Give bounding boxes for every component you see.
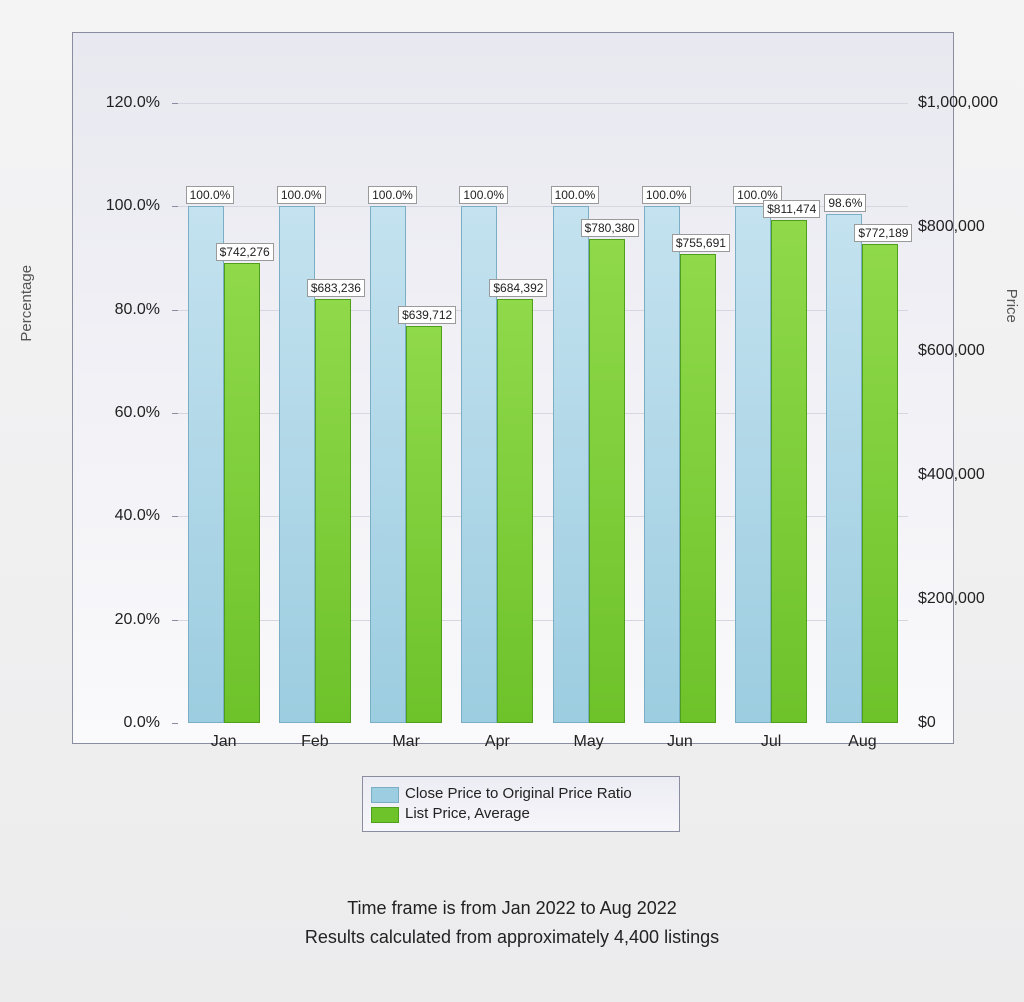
data-label-ratio: 100.0%: [551, 186, 600, 204]
x-tick-label: Feb: [301, 733, 329, 751]
bar-ratio: [370, 206, 406, 723]
tick-mark: [172, 206, 178, 207]
bar-price: [589, 239, 625, 723]
bar-ratio: [553, 206, 589, 723]
data-label-price: $742,276: [216, 243, 274, 261]
tick-mark: [172, 620, 178, 621]
legend-item: Close Price to Original Price Ratio: [371, 785, 671, 803]
caption-line: Results calculated from approximately 4,…: [0, 927, 1024, 948]
data-label-ratio: 100.0%: [368, 186, 417, 204]
legend-label: List Price, Average: [405, 805, 530, 823]
y-left-tick-label: 60.0%: [115, 404, 160, 422]
bar-ratio: [826, 214, 862, 723]
bar-price: [315, 299, 351, 723]
data-label-price: $811,474: [763, 200, 820, 218]
legend-swatch-ratio: [371, 787, 399, 803]
x-tick-label: Aug: [848, 733, 876, 751]
tick-mark: [172, 723, 178, 724]
bar-price: [224, 263, 260, 723]
y-left-tick-label: 100.0%: [106, 197, 160, 215]
tick-mark: [172, 103, 178, 104]
data-label-price: $780,380: [581, 219, 639, 237]
data-label-ratio: 100.0%: [459, 186, 508, 204]
caption-line: Time frame is from Jan 2022 to Aug 2022: [0, 898, 1024, 919]
data-label-ratio: 100.0%: [277, 186, 326, 204]
x-tick-label: Apr: [485, 733, 510, 751]
data-label-price: $683,236: [307, 279, 365, 297]
captions: Time frame is from Jan 2022 to Aug 2022 …: [0, 890, 1024, 956]
bar-price: [680, 254, 716, 723]
y-left-tick-label: 0.0%: [124, 714, 160, 732]
y-left-tick-label: 40.0%: [115, 507, 160, 525]
data-label-ratio: 100.0%: [642, 186, 691, 204]
bar-price: [497, 299, 533, 723]
x-tick-label: Mar: [392, 733, 420, 751]
legend: Close Price to Original Price Ratio List…: [362, 776, 680, 832]
bar-price: [862, 244, 898, 723]
tick-mark: [172, 310, 178, 311]
y-right-tick-label: $400,000: [918, 466, 985, 484]
chart-frame: 0.0%20.0%40.0%60.0%80.0%100.0%120.0%$0$2…: [72, 32, 954, 744]
x-tick-label: Jun: [667, 733, 693, 751]
data-label-price: $684,392: [489, 279, 547, 297]
y-right-tick-label: $600,000: [918, 342, 985, 360]
legend-item: List Price, Average: [371, 805, 671, 823]
y-right-tick-label: $0: [918, 714, 936, 732]
bar-price: [771, 220, 807, 723]
bar-price: [406, 326, 442, 723]
y-left-tick-label: 120.0%: [106, 94, 160, 112]
tick-mark: [172, 516, 178, 517]
legend-swatch-price: [371, 807, 399, 823]
bar-ratio: [188, 206, 224, 723]
y-right-tick-label: $200,000: [918, 590, 985, 608]
legend-label: Close Price to Original Price Ratio: [405, 785, 632, 803]
data-label-price: $755,691: [672, 234, 730, 252]
y-left-tick-label: 80.0%: [115, 301, 160, 319]
data-label-price: $639,712: [398, 306, 456, 324]
data-label-price: $772,189: [854, 224, 912, 242]
x-tick-label: Jul: [761, 733, 781, 751]
x-tick-label: May: [574, 733, 604, 751]
y-right-tick-label: $800,000: [918, 218, 985, 236]
page-root: Percentage Price 0.0%20.0%40.0%60.0%80.0…: [0, 0, 1024, 1002]
bar-ratio: [735, 206, 771, 723]
data-label-ratio: 100.0%: [186, 186, 235, 204]
y-left-tick-label: 20.0%: [115, 611, 160, 629]
bar-ratio: [644, 206, 680, 723]
plot-area: 0.0%20.0%40.0%60.0%80.0%100.0%120.0%$0$2…: [178, 103, 908, 723]
data-label-ratio: 98.6%: [824, 194, 866, 212]
tick-mark: [172, 413, 178, 414]
gridline: [178, 103, 908, 104]
y-right-axis-title: Price: [1003, 289, 1020, 323]
y-right-tick-label: $1,000,000: [918, 94, 998, 112]
x-tick-label: Jan: [211, 733, 237, 751]
y-left-axis-title: Percentage: [18, 265, 35, 342]
